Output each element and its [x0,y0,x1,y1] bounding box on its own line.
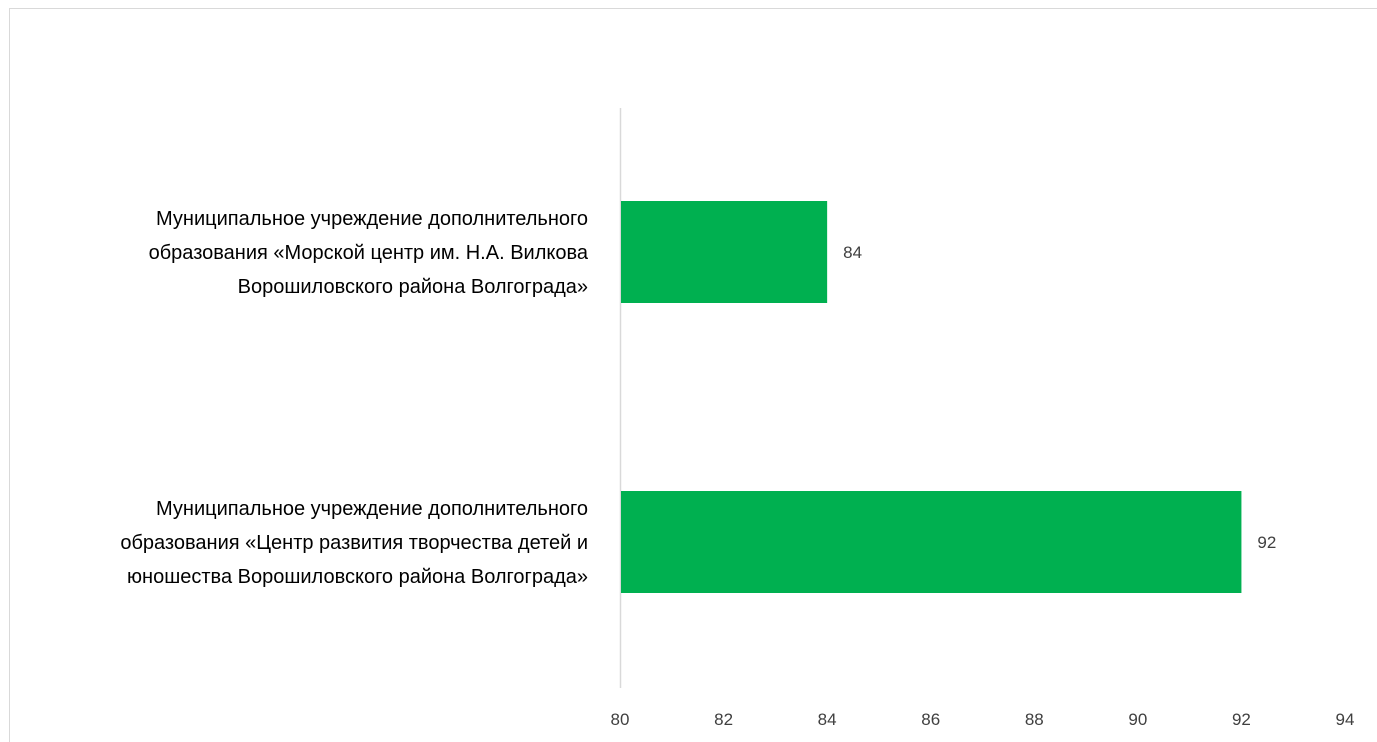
x-tick-label: 92 [1232,710,1251,729]
category-label-line: образования «Морской центр им. Н.А. Вилк… [149,242,589,264]
x-tick-label: 94 [1336,710,1355,729]
x-tick-label: 80 [611,710,630,729]
category-label-line: образования «Центр развития творчества д… [120,532,588,554]
x-tick-label: 90 [1128,710,1147,729]
x-tick-label: 86 [921,710,940,729]
data-label: 84 [843,243,862,262]
bar [621,201,828,303]
category-label: Муниципальное учреждение дополнительного… [120,498,588,588]
category-label-line: Муниципальное учреждение дополнительного [156,498,588,520]
x-tick-label: 88 [1025,710,1044,729]
category-label-line: Ворошиловского района Волгограда» [238,276,588,298]
bar [621,491,1242,593]
chart-frame [9,8,1377,742]
category-label-line: Муниципальное учреждение дополнительного [156,208,588,230]
category-label-line: юношества Ворошиловского района Волгогра… [127,566,588,588]
category-label: Муниципальное учреждение дополнительного… [149,208,589,298]
x-tick-label: 84 [818,710,837,729]
data-label: 92 [1257,533,1276,552]
x-tick-label: 82 [714,710,733,729]
